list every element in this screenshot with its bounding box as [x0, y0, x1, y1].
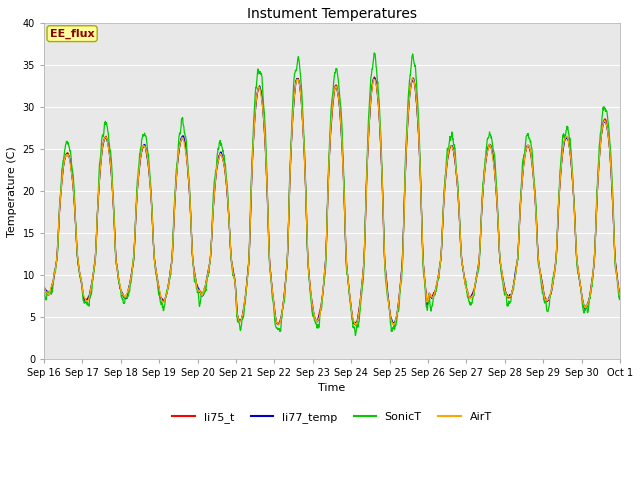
- X-axis label: Time: Time: [318, 384, 346, 394]
- Line: SonicT: SonicT: [44, 53, 620, 336]
- li77_temp: [201, 287, 209, 292]
- SonicT: [201, 289, 209, 295]
- AirT: [349, 315, 356, 321]
- li77_temp: [349, 317, 356, 323]
- li75_t: [352, 322, 360, 328]
- li77_temp: [40, 287, 48, 292]
- SonicT: [500, 288, 508, 293]
- SonicT: [349, 320, 356, 326]
- Legend: li75_t, li77_temp, SonicT, AirT: li75_t, li77_temp, SonicT, AirT: [168, 408, 496, 427]
- li75_t: [362, 216, 369, 221]
- li75_t: [349, 317, 356, 323]
- li77_temp: [566, 145, 573, 151]
- li75_t: [201, 288, 209, 293]
- AirT: [566, 146, 573, 152]
- li77_temp: [371, 75, 378, 81]
- AirT: [582, 304, 589, 310]
- Line: li77_temp: li77_temp: [44, 78, 620, 324]
- AirT: [362, 215, 369, 221]
- Line: li75_t: li75_t: [44, 77, 620, 325]
- AirT: [40, 285, 48, 291]
- SonicT: [371, 50, 378, 56]
- li77_temp: [582, 306, 589, 312]
- AirT: [616, 293, 624, 299]
- SonicT: [616, 296, 624, 301]
- AirT: [275, 322, 283, 328]
- li75_t: [371, 74, 378, 80]
- li75_t: [566, 145, 573, 151]
- SonicT: [351, 333, 359, 338]
- li77_temp: [500, 281, 508, 287]
- AirT: [201, 286, 209, 292]
- SonicT: [582, 303, 589, 309]
- AirT: [408, 75, 416, 81]
- Text: EE_flux: EE_flux: [50, 28, 95, 39]
- SonicT: [566, 137, 573, 143]
- SonicT: [362, 208, 369, 214]
- li77_temp: [274, 322, 282, 327]
- SonicT: [40, 291, 48, 297]
- AirT: [500, 283, 508, 288]
- Title: Instument Temperatures: Instument Temperatures: [247, 7, 417, 21]
- li75_t: [500, 283, 508, 288]
- li77_temp: [616, 293, 624, 299]
- li75_t: [616, 293, 624, 299]
- Y-axis label: Temperature (C): Temperature (C): [7, 146, 17, 237]
- Line: AirT: AirT: [44, 78, 620, 325]
- li77_temp: [362, 214, 369, 220]
- li75_t: [40, 284, 48, 290]
- li75_t: [582, 305, 589, 311]
